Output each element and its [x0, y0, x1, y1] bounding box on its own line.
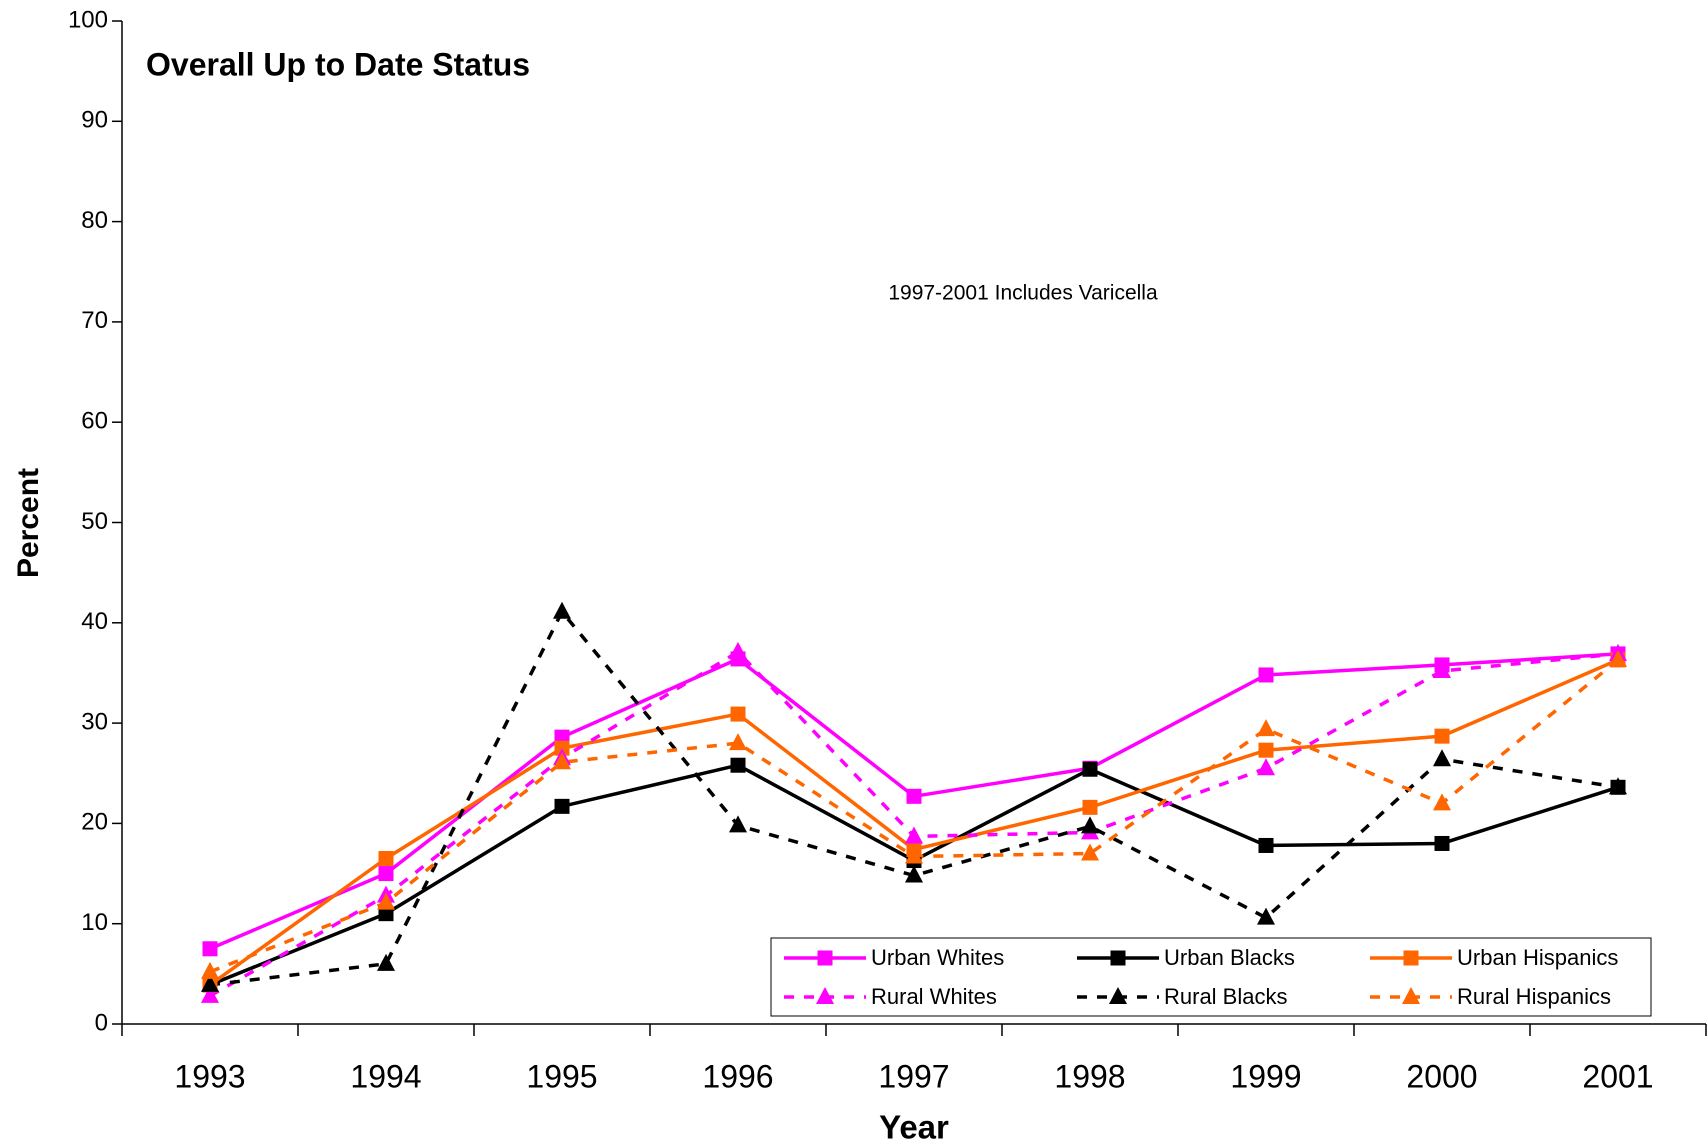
data-point [729, 733, 747, 751]
data-point [1081, 816, 1099, 834]
series-line [208, 658, 1619, 987]
y-tick-label: 70 [81, 307, 108, 334]
data-point [905, 846, 923, 864]
legend: Urban Whites Urban Blacks Urban Hispanics R… [770, 937, 1652, 1017]
data-point [1082, 761, 1098, 777]
chart-title: Overall Up to Date Status [146, 46, 530, 82]
x-tick-label: 1998 [1054, 1058, 1125, 1094]
data-point [1433, 660, 1451, 678]
legend-marker [1110, 950, 1126, 966]
x-tick-label: 2001 [1582, 1058, 1653, 1094]
data-point [377, 953, 395, 971]
y-tick-label: 60 [81, 408, 108, 435]
y-tick-label: 50 [81, 508, 108, 535]
series-line [209, 658, 1620, 974]
data-point [906, 788, 922, 804]
legend-box [770, 937, 1652, 1017]
legend-label: Rural Hispanics [1457, 984, 1611, 1009]
data-point [730, 757, 746, 773]
y-tick-label: 100 [68, 6, 108, 33]
y-tick-label: 30 [81, 708, 108, 735]
data-point [730, 706, 746, 722]
x-tick-label: 1993 [174, 1058, 245, 1094]
data-point [905, 826, 923, 844]
data-point [1082, 799, 1098, 815]
x-tick-label: 1999 [1230, 1058, 1301, 1094]
x-tick-label: 1994 [350, 1058, 421, 1094]
data-point [553, 601, 571, 619]
y-tick-label: 90 [81, 107, 108, 134]
data-point [729, 815, 747, 833]
data-point [201, 985, 219, 1003]
data-point [201, 974, 219, 992]
x-tick-label: 1995 [526, 1058, 597, 1094]
legend-marker [816, 987, 834, 1004]
legend-label: Urban Whites [871, 945, 1004, 970]
data-point [1257, 758, 1275, 776]
legend-marker [817, 950, 833, 966]
y-tick-label: 40 [81, 608, 108, 635]
legend-label: Urban Hispanics [1457, 945, 1618, 970]
data-point [1257, 907, 1275, 925]
legend-label: Rural Whites [871, 984, 997, 1009]
y-tick-label: 80 [81, 207, 108, 234]
data-point [377, 892, 395, 910]
data-point [905, 865, 923, 883]
data-point [202, 941, 218, 957]
y-axis-title: Percent [12, 468, 45, 578]
legend-label: Urban Blacks [1164, 945, 1295, 970]
legend-label: Rural Blacks [1164, 984, 1287, 1009]
data-point [1609, 649, 1627, 667]
data-point [1081, 843, 1099, 861]
data-point [1434, 728, 1450, 744]
legend-marker [1403, 950, 1419, 966]
x-tick-label: 1997 [878, 1058, 949, 1094]
data-point [201, 961, 219, 979]
x-tick-label: 2000 [1406, 1058, 1477, 1094]
legend-marker [1402, 987, 1420, 1004]
data-point [378, 851, 394, 867]
legend-marker [1109, 987, 1127, 1004]
data-point [553, 752, 571, 770]
data-point [1433, 749, 1451, 767]
y-tick-label: 20 [81, 809, 108, 836]
annotation: 1997-2001 Includes Varicella [888, 282, 1158, 305]
data-point [1433, 793, 1451, 811]
data-point [1609, 777, 1627, 795]
data-point [729, 641, 747, 659]
data-point [378, 906, 394, 922]
y-tick-label: 0 [95, 1009, 108, 1036]
data-point [1258, 837, 1274, 853]
x-axis-title: Year [879, 1109, 949, 1146]
data-point [554, 740, 570, 756]
series-line [209, 608, 1619, 987]
data-point [378, 866, 394, 882]
x-tick-label: 1996 [702, 1058, 773, 1094]
data-point [1257, 719, 1275, 737]
data-point [554, 798, 570, 814]
data-point [1434, 835, 1450, 851]
data-point [1258, 667, 1274, 683]
y-tick-label: 10 [81, 909, 108, 936]
data-point [1258, 742, 1274, 758]
